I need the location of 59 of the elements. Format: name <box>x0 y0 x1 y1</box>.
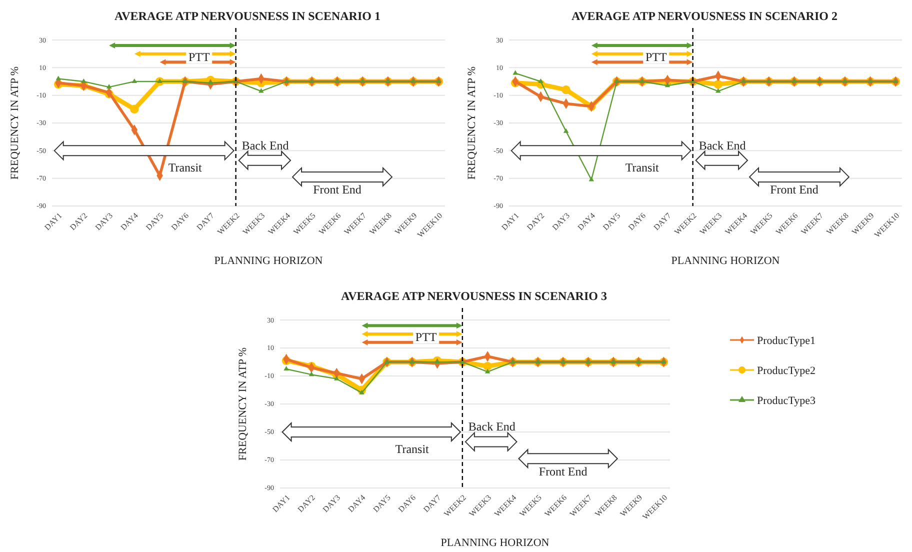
y-axis-title: FREQUENCY IN ATP % <box>9 66 21 180</box>
point <box>664 82 670 88</box>
point <box>258 88 264 93</box>
point <box>535 358 541 364</box>
annotation: Transit <box>168 160 203 174</box>
x-axis-title: PLANNING HORIZON <box>214 255 323 267</box>
point <box>106 84 112 89</box>
annotation: Front End <box>538 464 588 478</box>
point <box>409 358 415 364</box>
point <box>483 362 492 371</box>
point <box>842 78 848 84</box>
annotation: Transit <box>395 442 430 456</box>
point <box>284 78 290 84</box>
point <box>132 78 138 84</box>
point <box>562 85 570 94</box>
point <box>563 128 569 133</box>
point <box>334 376 340 380</box>
point <box>360 78 366 84</box>
chart-title: AVERAGE ATP NERVOUSNESS IN SCENARIO 2 <box>572 9 838 23</box>
annotation: Back End <box>698 138 746 152</box>
point <box>538 78 544 84</box>
point <box>610 358 616 364</box>
point <box>182 78 188 84</box>
point <box>434 358 440 364</box>
legend-label: ProducType1 <box>757 334 816 347</box>
point <box>816 78 822 84</box>
x-axis-title: PLANNING HORIZON <box>671 255 780 267</box>
point <box>484 368 490 374</box>
annotation: PTT <box>645 50 668 64</box>
chart-title: AVERAGE ATP NERVOUSNESS IN SCENARIO 3 <box>341 289 607 303</box>
point <box>740 78 746 84</box>
point <box>56 76 61 80</box>
y-axis-title: FREQUENCY IN ATP % <box>466 66 478 180</box>
annotation: Transit <box>625 160 660 174</box>
point <box>716 88 721 93</box>
point <box>130 104 139 114</box>
point <box>560 358 566 364</box>
x-axis-title: PLANNING HORIZON <box>440 537 550 549</box>
legend-label: ProducType3 <box>757 394 816 407</box>
chart-title: AVERAGE ATP NERVOUSNESS IN SCENARIO 1 <box>114 9 380 23</box>
y-axis-title: FREQUENCY IN ATP % <box>237 347 249 461</box>
legend-label: ProducType2 <box>757 364 816 377</box>
annotation: Front End <box>313 182 362 197</box>
point <box>208 80 214 84</box>
annotation: PTT <box>415 330 438 344</box>
point <box>385 78 391 84</box>
point <box>308 372 314 376</box>
point <box>714 80 723 89</box>
point <box>766 78 772 84</box>
point <box>284 366 289 371</box>
point <box>636 358 642 364</box>
point <box>384 358 390 364</box>
annotation: Back End <box>242 138 289 152</box>
point <box>309 78 315 84</box>
annotation: PTT <box>188 50 210 64</box>
annotation: Back End <box>468 420 516 434</box>
annotation: Front End <box>770 182 818 197</box>
point <box>81 78 86 84</box>
point <box>639 78 645 84</box>
